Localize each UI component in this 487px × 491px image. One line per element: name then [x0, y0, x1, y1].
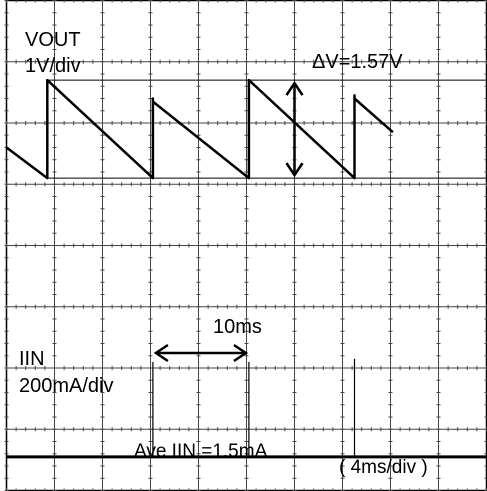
ave-iin-label: Ave IIN =1.5mA	[134, 441, 268, 462]
vout-scale-label: 1V/div	[25, 55, 81, 77]
period-arrow-head-right	[233, 343, 249, 363]
vout-label: VOUT	[25, 29, 81, 51]
delta-v-arrow-head-bottom	[285, 162, 304, 178]
delta-v-label: ΔV=1.57V	[312, 51, 403, 73]
time-base-label: ( 4ms/div )	[339, 457, 428, 478]
iin-label: IIN	[19, 348, 45, 370]
delta-v-arrow-head-top	[285, 80, 304, 96]
measurement-arrows	[153, 80, 304, 363]
period-label: 10ms	[213, 316, 262, 338]
reference-lines	[47, 79, 487, 179]
waveform-traces	[5, 78, 487, 459]
iin-scale-label: 200mA/div	[19, 375, 114, 397]
period-arrow-head-left	[153, 343, 169, 363]
vout-trace	[5, 78, 394, 180]
